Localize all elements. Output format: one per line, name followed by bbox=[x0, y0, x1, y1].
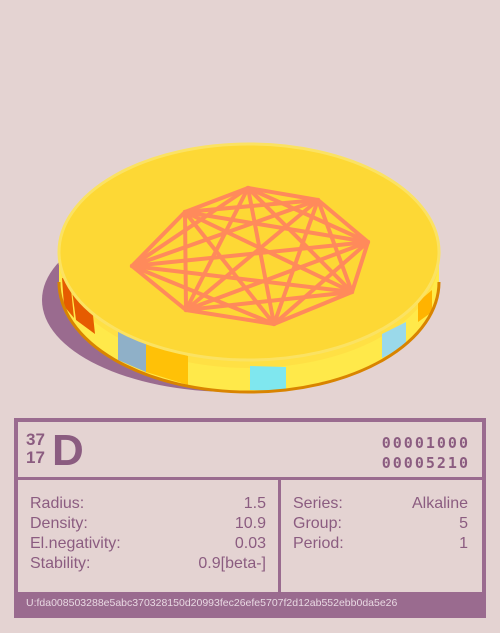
graph-edge bbox=[272, 198, 320, 326]
graph-edge bbox=[183, 210, 276, 326]
classification-label: Series: bbox=[293, 495, 343, 512]
atomic-number: 17 bbox=[26, 448, 45, 467]
graph-edge bbox=[183, 210, 370, 244]
coin-illustration bbox=[42, 142, 441, 394]
property-label: Density: bbox=[30, 515, 88, 532]
coin-top-rim bbox=[57, 142, 441, 362]
element-numbers: 37 17 bbox=[26, 431, 45, 467]
property-row: Stability: 0.9[beta-] bbox=[30, 554, 266, 574]
classification-row: Group: 5 bbox=[293, 514, 468, 534]
property-value: 1.5 bbox=[243, 495, 266, 512]
element-card: 37 17 D 00001000 00005210 Radius: 1.5 De… bbox=[14, 418, 486, 618]
property-row: Density: 10.9 bbox=[30, 514, 266, 534]
rim-stripe bbox=[62, 278, 74, 318]
coin-bottom-outline bbox=[57, 281, 441, 394]
property-value: 0.9[beta-] bbox=[198, 555, 266, 572]
classification-value: Alkaline bbox=[411, 495, 468, 512]
code-line-1: 00001000 bbox=[381, 434, 470, 452]
graph-edge bbox=[130, 264, 276, 326]
classification-row: Period: 1 bbox=[293, 534, 468, 554]
graph-edge bbox=[130, 210, 187, 268]
classification-value: 5 bbox=[459, 515, 468, 532]
property-value: 0.03 bbox=[234, 535, 266, 552]
classification-row: Series: Alkaline bbox=[293, 494, 468, 514]
properties-panel: Radius: 1.5 Density: 10.9 El.negativity:… bbox=[18, 480, 281, 592]
graph-edge bbox=[246, 186, 320, 202]
graph-edge bbox=[130, 240, 370, 268]
graph-edge bbox=[246, 186, 354, 294]
graph-edge bbox=[130, 264, 188, 312]
property-label: El.negativity: bbox=[30, 535, 121, 552]
mass-number: 37 bbox=[26, 430, 45, 449]
graph-edge bbox=[183, 186, 250, 214]
graph-edge bbox=[316, 198, 370, 244]
property-label: Radius: bbox=[30, 495, 85, 512]
graph-edge bbox=[130, 186, 250, 268]
graph-edge bbox=[272, 240, 370, 326]
graph-edge bbox=[272, 290, 354, 326]
classification-label: Period: bbox=[293, 535, 344, 552]
property-row: Radius: 1.5 bbox=[30, 494, 266, 514]
coin-icon bbox=[57, 142, 441, 394]
coin-top bbox=[59, 144, 439, 360]
classification-value: 1 bbox=[459, 535, 468, 552]
property-value: 10.9 bbox=[234, 515, 266, 532]
classification-panel: Series: Alkaline Group: 5 Period: 1 bbox=[281, 480, 482, 592]
graph-edge bbox=[130, 198, 320, 268]
graph-edge bbox=[246, 186, 370, 244]
graph-edge bbox=[184, 290, 354, 312]
element-codes: 00001000 00005210 bbox=[382, 433, 470, 473]
graph-edge bbox=[184, 186, 250, 312]
property-label: Stability: bbox=[30, 555, 91, 572]
code-line-2: 00005210 bbox=[381, 454, 470, 472]
complete-graph-icon bbox=[130, 186, 370, 326]
hash-footer: U:fda008503288e5abc370328150d20993fec26e… bbox=[18, 592, 482, 614]
rim-stripe bbox=[418, 290, 432, 322]
graph-edge bbox=[184, 308, 276, 326]
property-row: El.negativity: 0.03 bbox=[30, 534, 266, 554]
graph-edge bbox=[350, 240, 370, 294]
rim-stripe bbox=[250, 366, 286, 391]
graph-edge bbox=[130, 264, 354, 294]
classification-label: Group: bbox=[293, 515, 342, 532]
card-header: 37 17 D 00001000 00005210 bbox=[18, 422, 482, 480]
element-symbol: D bbox=[52, 426, 84, 475]
